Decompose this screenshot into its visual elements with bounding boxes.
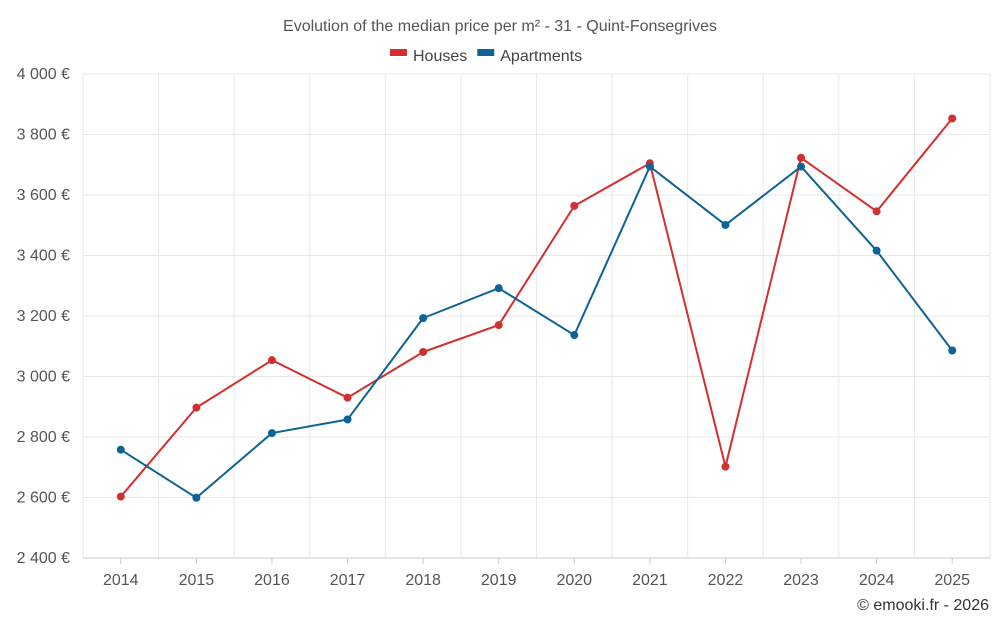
legend-label-apartments: Apartments — [500, 48, 582, 65]
data-point-houses — [267, 356, 276, 365]
x-tick-label: 2016 — [254, 572, 290, 589]
data-point-apartments — [570, 331, 579, 340]
data-point-apartments — [192, 493, 201, 502]
y-tick-label: 3 400 € — [17, 248, 70, 265]
data-point-apartments — [494, 284, 503, 293]
series-line-houses — [120, 117, 953, 498]
legend-swatch-apartments — [477, 49, 495, 56]
data-point-houses — [116, 492, 125, 501]
data-point-houses — [419, 347, 428, 356]
legend-swatch-houses — [390, 49, 407, 56]
data-point-apartments — [721, 220, 730, 229]
data-point-houses — [797, 153, 806, 162]
credit-text: © emooki.fr - 2026 — [857, 597, 989, 614]
data-point-houses — [948, 114, 957, 123]
x-tick-label: 2021 — [632, 572, 668, 589]
x-tick-label: 2020 — [556, 572, 592, 589]
data-point-houses — [872, 207, 881, 216]
data-point-houses — [494, 321, 503, 330]
y-tick-label: 2 800 € — [17, 429, 70, 446]
data-point-apartments — [419, 314, 428, 323]
data-point-apartments — [797, 162, 806, 171]
grid — [82, 73, 991, 558]
data-point-houses — [721, 462, 730, 471]
y-tick-label: 3 800 € — [17, 127, 70, 144]
series-layer — [116, 114, 957, 502]
x-tick-label: 2014 — [103, 572, 139, 589]
y-tick-label: 2 400 € — [17, 550, 70, 567]
data-point-apartments — [116, 445, 125, 454]
x-tick-label: 2018 — [405, 572, 441, 589]
y-tick-label: 4 000 € — [17, 66, 70, 83]
x-tick-label: 2022 — [708, 572, 744, 589]
legend-label-houses: Houses — [413, 48, 467, 65]
data-point-houses — [343, 393, 352, 402]
x-tick-label: 2023 — [783, 572, 819, 589]
x-tick-label: 2017 — [330, 572, 366, 589]
data-point-apartments — [267, 429, 276, 438]
x-tick-label: 2019 — [481, 572, 517, 589]
y-tick-label: 3 200 € — [17, 308, 70, 325]
series-line-apartments — [120, 165, 954, 499]
axes: 2 400 € 2 600 € 2 800 € 3 000 € 3 200 € 3 400… — [17, 66, 990, 589]
x-tick-label: 2025 — [934, 572, 970, 589]
data-point-apartments — [343, 415, 352, 424]
data-point-apartments — [645, 162, 654, 171]
data-point-houses — [192, 403, 201, 412]
legend: Houses Apartments — [390, 48, 582, 65]
y-tick-label: 3 600 € — [17, 187, 70, 204]
chart-title: Evolution of the median price per m² - 3… — [283, 18, 717, 35]
data-point-apartments — [872, 246, 881, 255]
data-point-houses — [570, 201, 579, 210]
x-tick-label: 2015 — [179, 572, 215, 589]
x-tick-label: 2024 — [859, 572, 895, 589]
y-tick-label: 3 000 € — [17, 369, 70, 386]
data-point-apartments — [948, 346, 957, 355]
y-tick-label: 2 600 € — [17, 490, 70, 507]
